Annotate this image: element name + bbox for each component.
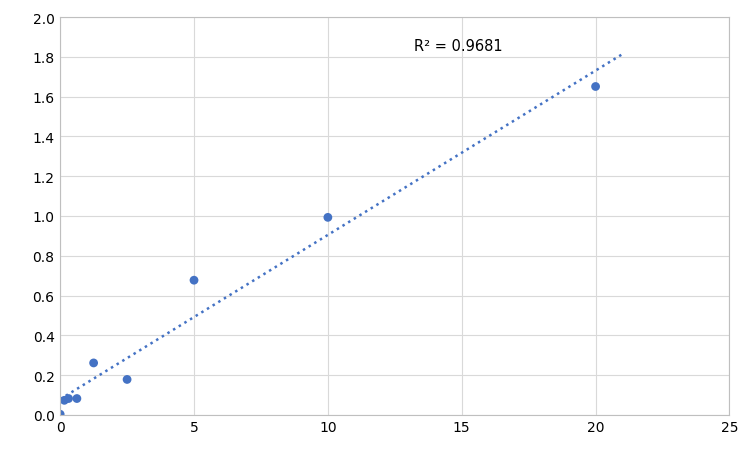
Point — [71, 395, 83, 402]
Point — [62, 395, 74, 402]
Point — [87, 359, 99, 367]
Text: R² = 0.9681: R² = 0.9681 — [414, 39, 502, 54]
Point — [54, 411, 66, 418]
Point — [188, 277, 200, 284]
Point — [590, 84, 602, 91]
Point — [322, 214, 334, 221]
Point — [121, 376, 133, 383]
Point — [59, 397, 71, 404]
